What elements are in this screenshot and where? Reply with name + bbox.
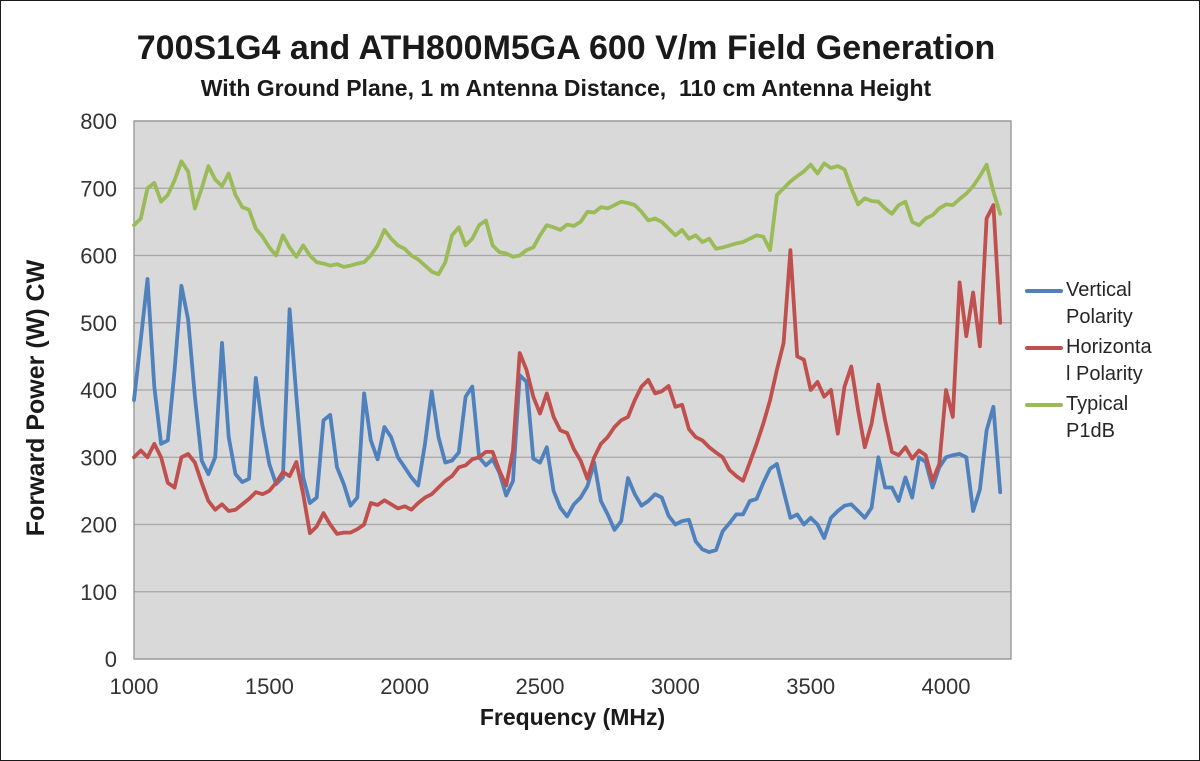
chart-title: 700S1G4 and ATH800M5GA 600 V/m Field Gen… [136, 29, 996, 67]
legend-line-sample-icon [1025, 289, 1063, 293]
legend-label: Vertical Polarity [1066, 279, 1133, 328]
y-tick-label: 200 [80, 513, 117, 538]
legend-item-vertical-polarity: Vertical Polarity [1025, 277, 1199, 331]
y-tick-label: 300 [80, 445, 117, 470]
y-axis-title: Forward Power (W) CW [22, 259, 50, 537]
x-tick-label: 4000 [922, 674, 971, 699]
y-tick-label: 100 [80, 580, 117, 605]
y-tick-label: 500 [80, 311, 117, 336]
y-tick-label: 700 [80, 176, 117, 201]
x-tick-label: 3500 [786, 674, 835, 699]
chart-subtitle: With Ground Plane, 1 m Antenna Distance,… [200, 75, 932, 101]
legend-item-horizontal-polarity: Horizonta l Polarity [1025, 334, 1199, 388]
y-tick-label: 600 [80, 244, 117, 269]
legend-line-sample-icon [1025, 346, 1063, 350]
x-tick-label: 1000 [110, 674, 159, 699]
y-tick-label: 400 [80, 378, 117, 403]
legend-label: Horizonta l Polarity [1066, 336, 1152, 385]
legend-line-sample-icon [1025, 403, 1063, 407]
x-tick-label: 3000 [651, 674, 700, 699]
legend-label: Typical P1dB [1066, 393, 1129, 442]
x-tick-label: 2500 [516, 674, 565, 699]
x-axis-title: Frequency (MHz) [479, 704, 666, 730]
y-tick-label: 800 [80, 109, 117, 134]
x-tick-label: 1500 [245, 674, 294, 699]
x-tick-label: 2000 [380, 674, 429, 699]
legend: Vertical Polarity Horizonta l Polarity T… [1025, 277, 1199, 448]
y-tick-label: 0 [105, 647, 117, 672]
legend-item-typical-p1db: Typical P1dB [1025, 391, 1199, 445]
